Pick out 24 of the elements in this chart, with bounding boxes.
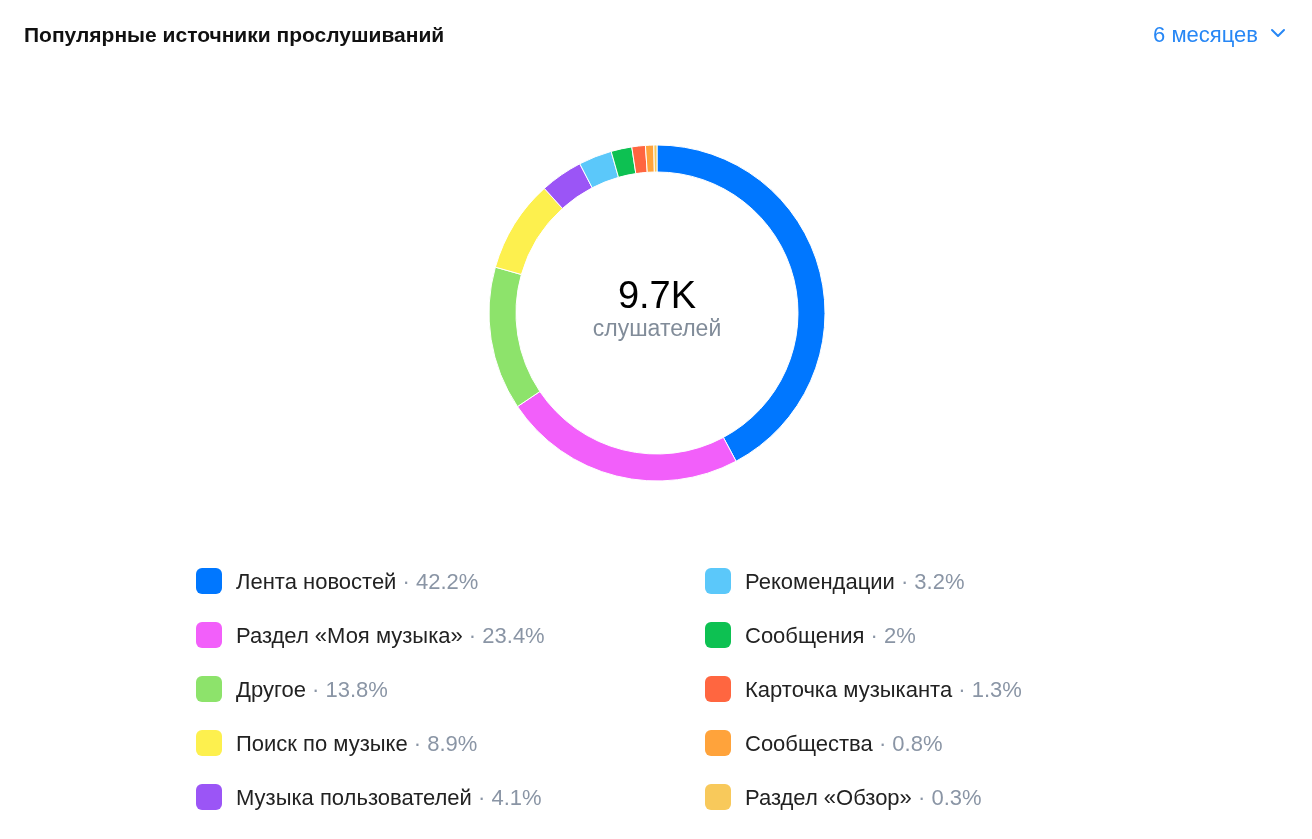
legend-label: Лента новостей [236, 569, 397, 594]
data-label: · 3.2% [894, 569, 965, 594]
legend-label: Раздел «Моя музыка» [236, 623, 463, 648]
legend-label: Поиск по музыке [236, 731, 408, 756]
text: слушателей [592, 315, 722, 341]
legend-label: Сообщества [745, 731, 873, 756]
text: 9.7K [617, 274, 697, 316]
data-label: · 13.8% [305, 677, 388, 702]
data-label: · 8.9% [407, 731, 478, 756]
legend-label: Музыка пользователей [236, 785, 472, 810]
legend-label: Сообщения [745, 623, 865, 648]
data-label: · 4.1% [471, 785, 542, 810]
data-label: · 42.2% [396, 569, 479, 594]
legend-label: Рекомендации [745, 569, 895, 594]
legend-label: Карточка музыканта [745, 677, 953, 702]
data-label: · 0.8% [872, 731, 943, 756]
chart-title: Популярные источники прослушиваний [24, 23, 445, 46]
data-label: · 1.3% [952, 677, 1022, 702]
data-label: · 2% [864, 623, 916, 648]
legend-label: Раздел «Обзор» [745, 785, 912, 810]
legend-label: Другое [236, 677, 306, 702]
data-label: · 0.3% [911, 785, 982, 810]
text: 6 месяцев [1153, 22, 1258, 47]
data-label: · 23.4% [462, 623, 545, 648]
